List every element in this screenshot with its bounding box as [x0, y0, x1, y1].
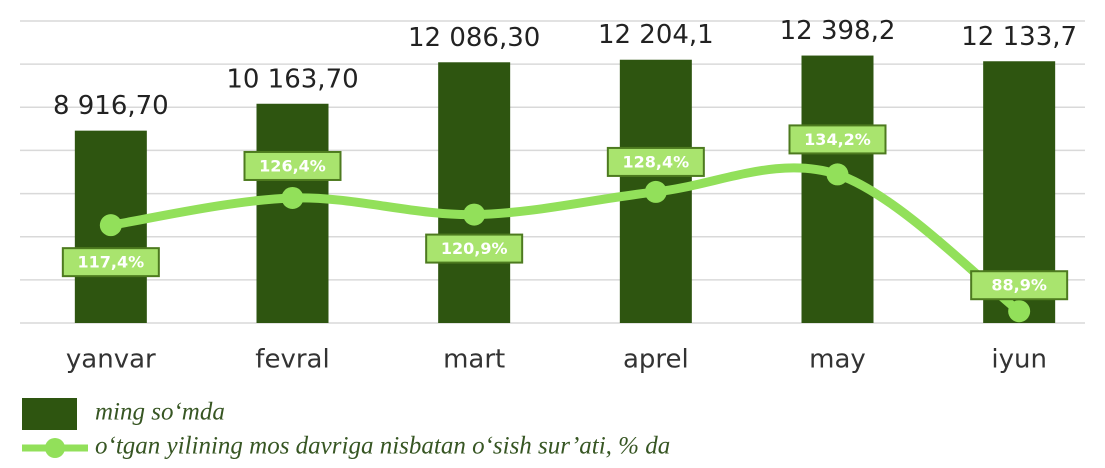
line: [106, 163, 1024, 316]
x-tick-label: aprel: [623, 345, 689, 375]
bar: [256, 103, 329, 323]
data-label-box: [61, 247, 160, 278]
legend-label: o‘tgan yilining mos davriga nisbatan o‘s…: [95, 433, 670, 460]
data-label: 12 133,7: [961, 22, 1077, 52]
x-tick-label: may: [809, 345, 866, 375]
data-label-box: [970, 270, 1069, 301]
line-point: [826, 163, 849, 186]
line-point: [281, 186, 304, 209]
data-label: 12 398,2: [780, 16, 896, 46]
data-label-box: [606, 146, 705, 177]
data-label: 128,4%: [623, 152, 690, 171]
data-label-box: [243, 150, 342, 181]
data-label: 134,2%: [804, 130, 871, 149]
x-tick-label: mart: [443, 345, 505, 375]
legend-swatch: [45, 438, 65, 458]
data-label-box: [788, 124, 887, 155]
data-label: 126,4%: [259, 156, 326, 175]
line-point: [99, 214, 122, 237]
line-point: [463, 203, 486, 226]
data-label: 12 086,30: [408, 23, 540, 53]
line-point: [1008, 300, 1031, 323]
legend-swatch: [22, 398, 77, 430]
data-label: 8 916,70: [53, 91, 169, 121]
data-label: 117,4%: [78, 253, 145, 272]
bar: [438, 62, 511, 323]
data-label: 120,9%: [441, 239, 508, 258]
data-label: 10 163,70: [226, 64, 358, 94]
data-label-box: [425, 233, 524, 264]
x-tick-label: iyun: [991, 345, 1047, 375]
x-tick-label: fevral: [255, 345, 329, 375]
data-label: 88,9%: [991, 276, 1047, 295]
x-tick-label: yanvar: [66, 345, 156, 375]
legend-label: ming so‘mda: [95, 399, 225, 426]
data-label: 12 204,1: [598, 20, 714, 50]
line-point: [644, 180, 667, 203]
